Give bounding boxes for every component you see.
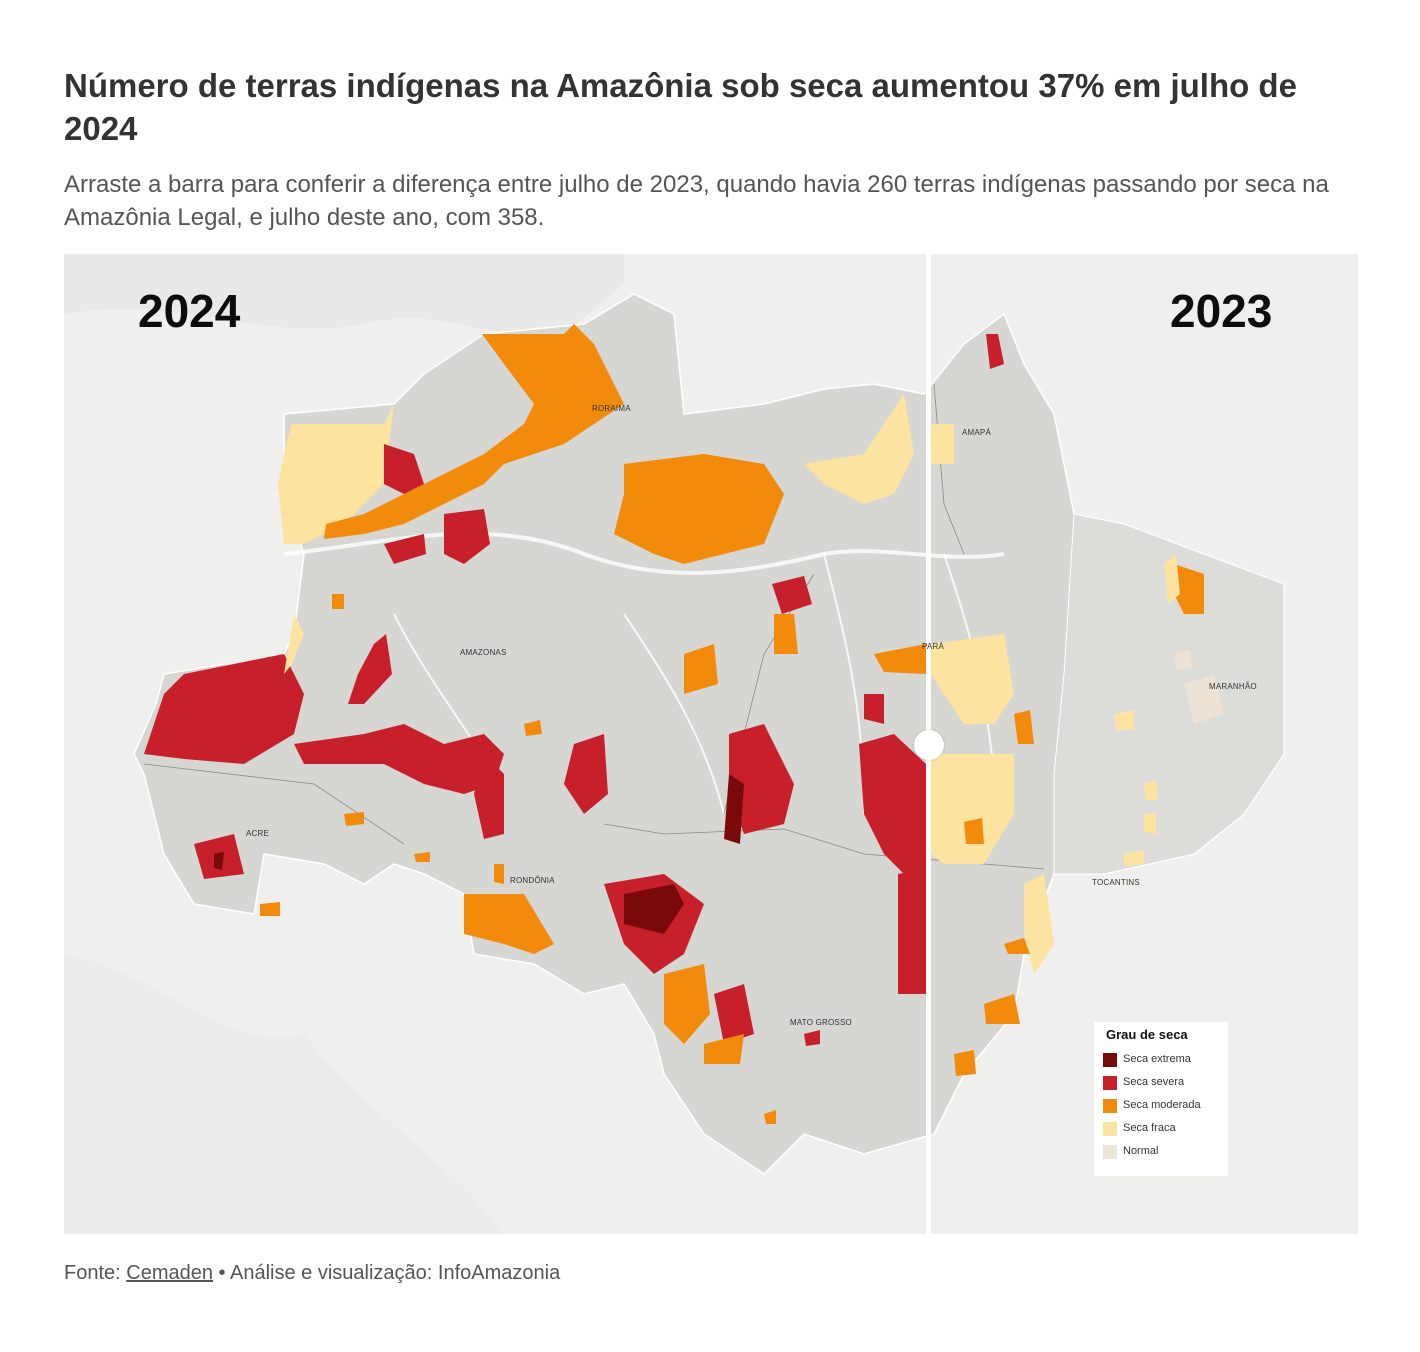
- year-label-left: 2024: [138, 285, 241, 337]
- source-line: Fonte: Cemaden • Análise e visualização:…: [64, 1262, 560, 1285]
- legend-label: Seca severa: [1123, 1076, 1185, 1088]
- state-label-rondonia: RONDÔNIA: [510, 876, 555, 885]
- state-label-tocantins: TOCANTINS: [1092, 878, 1140, 887]
- state-label-amazonas: AMAZONAS: [460, 648, 507, 657]
- state-label-acre: ACRE: [246, 829, 270, 838]
- drought-map[interactable]: 2024 2023 RORAIMA AMAPÁ AMAZONAS PARÁ MA…: [64, 254, 1358, 1234]
- legend-swatch: [1103, 1122, 1117, 1136]
- source-prefix: Fonte:: [64, 1262, 121, 1284]
- state-label-para: PARÁ: [922, 642, 944, 651]
- legend-label: Normal: [1123, 1145, 1159, 1157]
- source-suffix: • Análise e visualização: InfoAmazonia: [218, 1262, 561, 1284]
- legend-swatch: [1103, 1145, 1117, 1159]
- legend-swatch: [1103, 1053, 1117, 1067]
- drought-legend: Grau de seca Seca extrema Seca severa Se…: [1094, 1022, 1228, 1176]
- cemaden-link[interactable]: Cemaden: [126, 1262, 213, 1284]
- legend-label: Seca moderada: [1123, 1099, 1201, 1111]
- state-label-maranhao: MARANHÃO: [1209, 682, 1257, 691]
- year-label-right: 2023: [1170, 285, 1273, 337]
- chart-title: Número de terras indígenas na Amazônia s…: [64, 67, 1297, 147]
- state-label-amapa: AMAPÁ: [962, 428, 992, 437]
- legend-label: Seca extrema: [1123, 1053, 1191, 1065]
- legend-title: Grau de seca: [1106, 1027, 1188, 1042]
- legend-swatch: [1103, 1076, 1117, 1090]
- map-canvas: [64, 254, 1358, 1234]
- legend-swatch: [1103, 1099, 1117, 1113]
- slider-handle[interactable]: [914, 730, 944, 760]
- chart-subtitle: Arraste a barra para conferir a diferenç…: [64, 171, 1329, 231]
- state-label-mato-grosso: MATO GROSSO: [790, 1018, 852, 1027]
- legend-label: Seca fraca: [1123, 1122, 1176, 1134]
- state-label-roraima: RORAIMA: [592, 404, 631, 413]
